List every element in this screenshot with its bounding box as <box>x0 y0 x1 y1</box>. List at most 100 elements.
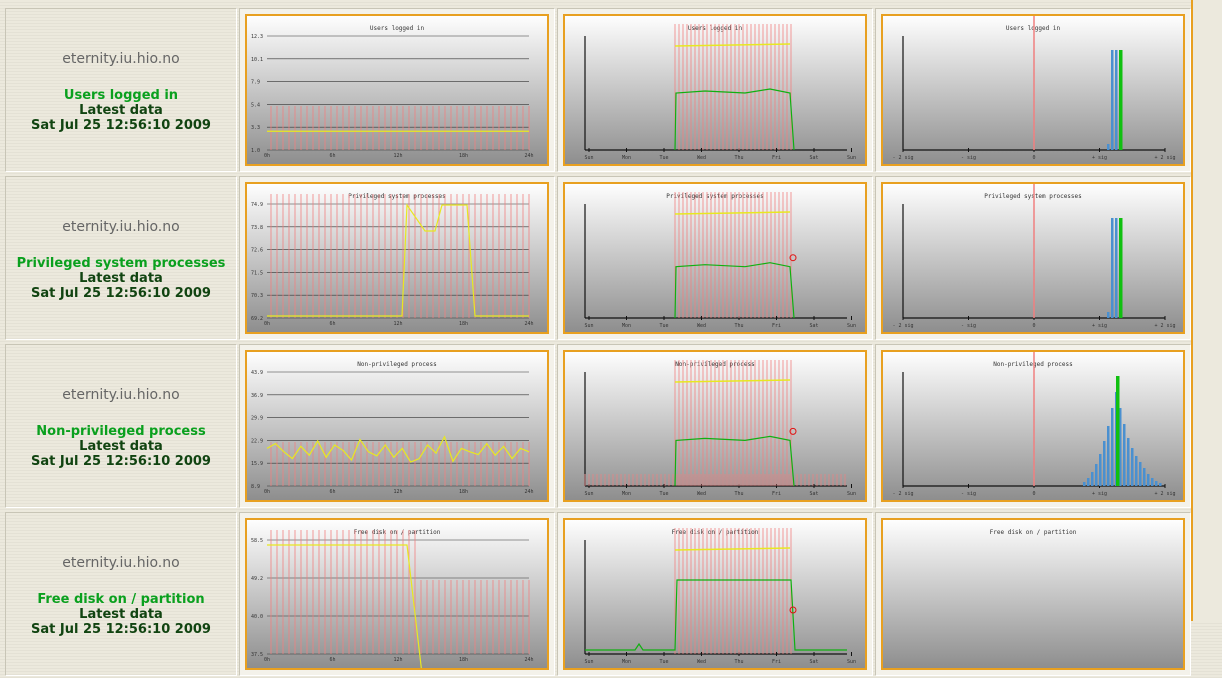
x-tick-label: Mon <box>622 155 631 161</box>
graph-frame[interactable]: Users logged in - 2 sig - sig 0 + sig + 2 sig <box>881 14 1185 166</box>
x-tick-label: + sig <box>1092 323 1107 329</box>
y-tick-label: 70.3 <box>251 293 263 299</box>
x-tick-label: Wed <box>697 491 706 497</box>
graph-plot: Users logged in 12.3 10.1 7.9 5.4 3.3 1.0 0h 6h 1… <box>251 25 534 159</box>
distribution-graph-cell[interactable]: Free disk on / partition <box>875 512 1191 676</box>
x-tick-label: + 2 sig <box>1154 323 1175 329</box>
metric-label-cell: eternity.iu.hio.no Free disk on / partiti… <box>5 512 237 676</box>
graph-plot: Free disk on / partition <box>990 529 1077 536</box>
x-tick-label: Tue <box>659 323 668 329</box>
x-tick-label: 0h <box>264 489 270 495</box>
histogram-bar <box>1115 50 1118 150</box>
x-tick-label: Sun <box>847 491 856 497</box>
histogram-bar <box>1083 482 1086 486</box>
y-tick-label: 29.9 <box>251 416 263 422</box>
histogram-bar <box>1115 218 1118 318</box>
x-tick-label: Mon <box>622 491 631 497</box>
graph-title: Free disk on / partition <box>990 529 1077 536</box>
latest-data-date: Sat Jul 25 12:56:10 2009 <box>31 118 211 133</box>
average-line <box>674 262 795 319</box>
day-graph-cell[interactable]: Free disk on / partition 58.5 49.2 40.0 37.5… <box>239 512 555 676</box>
x-tick-label: Sun <box>584 659 593 665</box>
graph-frame[interactable]: Non-privileged process - 2 sig - sig 0 + sig… <box>881 350 1185 502</box>
x-tick-label: 6h <box>329 321 335 327</box>
x-tick-label: Sun <box>847 323 856 329</box>
latest-data-label: Latest data <box>79 103 163 118</box>
y-tick-label: 22.9 <box>251 438 263 444</box>
x-tick-label: + 2 sig <box>1154 491 1175 497</box>
x-tick-label: 0 <box>1032 491 1035 497</box>
x-tick-label: Sat <box>809 491 818 497</box>
graph-plot: Privileged system processes - 2 sig - sig 0… <box>892 184 1176 329</box>
day-graph-cell[interactable]: Users logged in 12.3 10.1 7.9 5.4 3.3 1.0 0h 6h 1… <box>239 8 555 172</box>
distribution-graph-cell[interactable]: Non-privileged process - 2 sig - sig 0 + sig… <box>875 344 1191 508</box>
x-tick-label: 0h <box>264 657 270 663</box>
metric-name: Users logged in <box>63 88 179 103</box>
right-edge-bar <box>1191 0 1222 621</box>
graph-frame[interactable]: Privileged system processes - 2 sig - sig 0… <box>881 182 1185 334</box>
x-tick-label: 12h <box>393 657 402 663</box>
histogram-bar <box>1111 50 1114 150</box>
histogram-bar <box>1123 424 1126 486</box>
latest-data-label: Latest data <box>79 607 163 622</box>
x-tick-label: Thu <box>734 155 743 161</box>
y-tick-label: 8.9 <box>251 484 260 490</box>
graph-frame[interactable]: Free disk on / partition Sun Mon Tue Wed Thu F… <box>563 518 867 670</box>
x-tick-label: 24h <box>524 657 533 663</box>
x-tick-label: - sig <box>961 323 976 329</box>
metric-name: Privileged system processes <box>16 256 226 271</box>
y-tick-label: 72.6 <box>251 248 263 254</box>
week-graph-cell[interactable]: Privileged system processes Sun Mon Tue Wed T… <box>557 176 873 340</box>
x-tick-label: 0 <box>1032 323 1035 329</box>
day-graph-cell[interactable]: Non-privileged process 43.9 36.9 29.9 22.9 15… <box>239 344 555 508</box>
x-tick-label: - 2 sig <box>892 491 913 497</box>
graph-title: Users logged in <box>1006 25 1061 32</box>
graph-frame[interactable]: Privileged system processes 74.9 73.8 72.6 7… <box>245 182 549 334</box>
graph-title: Privileged system processes <box>984 193 1082 200</box>
week-graph-cell[interactable]: Free disk on / partition Sun Mon Tue Wed Thu F… <box>557 512 873 676</box>
y-tick-label: 58.5 <box>251 538 263 544</box>
distribution-graph-cell[interactable]: Privileged system processes - 2 sig - sig 0… <box>875 176 1191 340</box>
week-graph-cell[interactable]: Non-privileged process Sun Mon Tue Wed Thu Fri… <box>557 344 873 508</box>
graph-title: Non-privileged process <box>993 361 1073 368</box>
data-line <box>267 544 422 668</box>
histogram-bar <box>1143 468 1146 486</box>
week-graph-cell[interactable]: Users logged in Sun Mon Tue Wed Thu Fri Sat Sun <box>557 8 873 172</box>
graph-frame[interactable]: Non-privileged process 43.9 36.9 29.9 22.9 15… <box>245 350 549 502</box>
x-tick-label: - 2 sig <box>892 323 913 329</box>
latest-data-label: Latest data <box>79 271 163 286</box>
x-tick-label: 0h <box>264 153 270 159</box>
y-tick-label: 37.5 <box>251 652 263 658</box>
x-tick-label: Sun <box>847 155 856 161</box>
graph-frame[interactable]: Non-privileged process Sun Mon Tue Wed Thu Fri… <box>563 350 867 502</box>
graph-frame[interactable]: Users logged in Sun Mon Tue Wed Thu Fri Sat Sun <box>563 14 867 166</box>
day-graph-cell[interactable]: Privileged system processes 74.9 73.8 72.6 7… <box>239 176 555 340</box>
y-tick-label: 5.4 <box>251 102 260 108</box>
graph-title: Non-privileged process <box>357 361 437 368</box>
metric-row: eternity.iu.hio.no Non-privileged process… <box>5 344 1191 510</box>
metric-label-cell: eternity.iu.hio.no Privileged system proc… <box>5 176 237 340</box>
x-tick-label: Tue <box>659 155 668 161</box>
histogram-bar <box>1135 456 1138 486</box>
distribution-graph-cell[interactable]: Users logged in - 2 sig - sig 0 + sig + 2 sig <box>875 8 1191 172</box>
y-tick-label: 3.3 <box>251 125 260 131</box>
graph-frame[interactable]: Privileged system processes Sun Mon Tue Wed T… <box>563 182 867 334</box>
x-tick-label: Thu <box>734 659 743 665</box>
upper-band-line <box>674 43 791 47</box>
x-tick-label: Wed <box>697 659 706 665</box>
graph-frame[interactable]: Users logged in 12.3 10.1 7.9 5.4 3.3 1.0 0h 6h 1… <box>245 14 549 166</box>
x-tick-label: + sig <box>1092 155 1107 161</box>
x-tick-label: 6h <box>329 153 335 159</box>
graph-frame[interactable]: Free disk on / partition 58.5 49.2 40.0 37.5… <box>245 518 549 670</box>
graph-plot: Privileged system processes74.973.872.67… <box>251 193 534 327</box>
graph-frame[interactable]: Free disk on / partition <box>881 518 1185 670</box>
histogram-bar <box>1091 472 1094 486</box>
metric-name: Free disk on / partition <box>37 592 205 607</box>
current-value-marker <box>789 254 797 262</box>
histogram-bar <box>1139 462 1142 486</box>
x-tick-label: Sat <box>809 155 818 161</box>
x-tick-label: 24h <box>524 153 533 159</box>
x-tick-label: 12h <box>393 153 402 159</box>
data-line <box>266 435 530 463</box>
